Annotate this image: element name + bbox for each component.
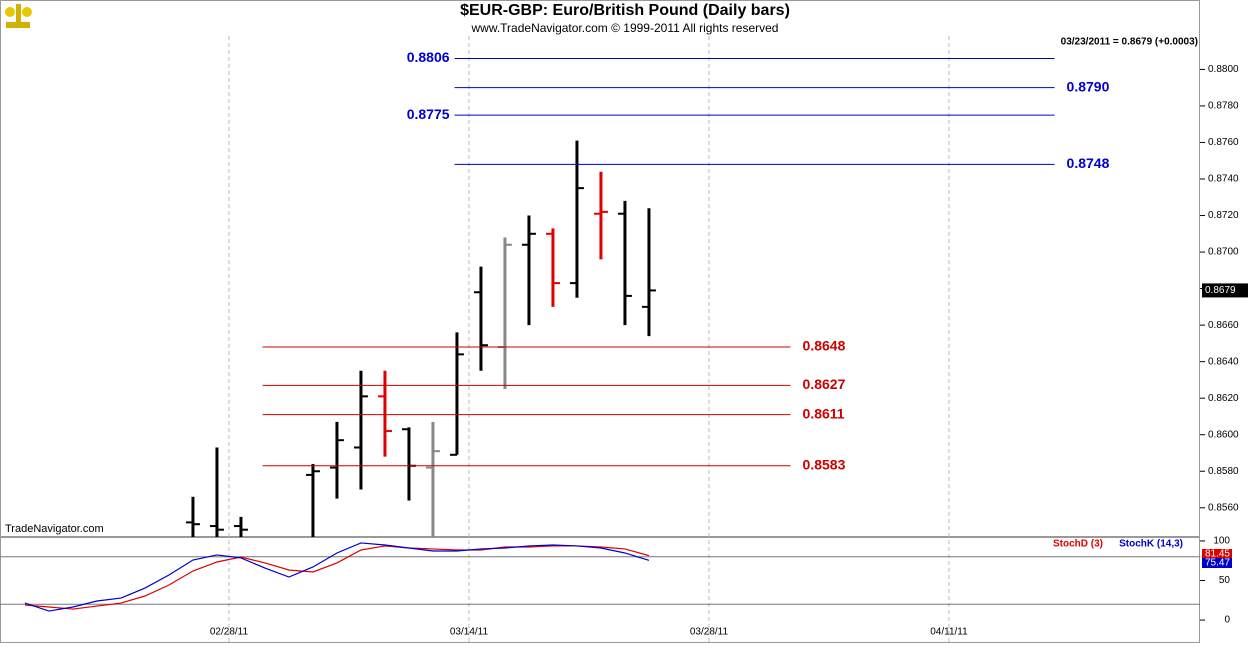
ohlc-bar xyxy=(209,447,224,537)
last-value-label: 75.47 xyxy=(1205,558,1230,569)
ohlc-bar xyxy=(617,200,632,326)
ohlc-bar xyxy=(569,140,584,298)
x-tick-label: 02/28/11 xyxy=(210,627,249,638)
quote: 03/23/2011 = 0.8679 (+0.0003) xyxy=(1061,37,1198,48)
y-tick-label: 0.8660 xyxy=(1208,320,1239,331)
level-label: 0.8790 xyxy=(1067,78,1110,94)
y-tick-label: 0.8560 xyxy=(1208,502,1239,513)
main-plot xyxy=(185,140,656,537)
y-tick-label: 0 xyxy=(1224,615,1230,626)
level-label: 0.8611 xyxy=(803,405,845,421)
last-value-box xyxy=(1202,549,1232,559)
y-tick-label: 0.8780 xyxy=(1208,101,1239,112)
legend-entry: StochK (14,3) xyxy=(1119,539,1183,550)
ohlc-bar xyxy=(473,266,488,371)
level-label: 0.8627 xyxy=(803,376,846,392)
ohlc-bar xyxy=(449,332,464,456)
stoch-line xyxy=(24,545,650,610)
level-label: 0.8775 xyxy=(407,106,450,122)
ohlc-bar xyxy=(305,463,320,537)
title: $EUR-GBP: Euro/British Pound (Daily bars… xyxy=(460,2,790,19)
y-tick-label: 0.8760 xyxy=(1208,137,1239,148)
ohlc-bar xyxy=(545,228,560,307)
last-value-box xyxy=(1202,558,1232,568)
last-price-box xyxy=(1202,283,1248,298)
ohlc-bar xyxy=(185,496,200,537)
last-value-label: 81.45 xyxy=(1205,549,1230,560)
y-tick-label: 0.8740 xyxy=(1208,174,1239,185)
level-label: 0.8748 xyxy=(1067,155,1110,171)
y-tick-label: 50 xyxy=(1219,575,1231,586)
level-label: 0.8583 xyxy=(803,456,846,472)
subtitle: www.TradeNavigator.com © 1999-2011 All r… xyxy=(471,21,779,35)
last-price-label: 0.8679 xyxy=(1205,285,1236,296)
main-frame xyxy=(0,0,1200,537)
y-tick-label: 0.8600 xyxy=(1208,429,1239,440)
ohlc-bar xyxy=(233,516,248,537)
y-tick-label: 0.8720 xyxy=(1208,210,1239,221)
ohlc-bar xyxy=(329,421,344,499)
x-tick-label: 03/14/11 xyxy=(450,627,489,638)
overlay: 02/28/11 03/14/11 03/28/11 04/11/11 0.8560 0.… xyxy=(0,36,1248,643)
stoch-line xyxy=(24,542,650,612)
y-tick-label: 0.8700 xyxy=(1208,247,1239,258)
ohlc-bar xyxy=(521,215,536,326)
x-tick-label: 03/28/11 xyxy=(690,627,729,638)
y-tick-label: 0.8580 xyxy=(1208,466,1239,477)
legend-entry: StochD (3) xyxy=(1053,539,1103,550)
level-label: 0.8648 xyxy=(803,338,846,354)
y-tick-label: 0.8640 xyxy=(1208,356,1239,367)
watermark: TradeNavigator.com xyxy=(5,523,104,535)
y-tick-label: 0.8800 xyxy=(1208,64,1239,75)
ohlc-bar xyxy=(641,208,656,337)
y-tick-label: 0.8620 xyxy=(1208,393,1239,404)
y-tick-label: 100 xyxy=(1213,536,1230,547)
ohlc-bar xyxy=(425,421,440,537)
ohlc-bar xyxy=(593,171,608,260)
ohlc-bar xyxy=(353,370,368,490)
level-label: 0.8806 xyxy=(407,49,450,65)
logo xyxy=(5,4,32,28)
x-tick-label: 04/11/11 xyxy=(930,627,968,638)
